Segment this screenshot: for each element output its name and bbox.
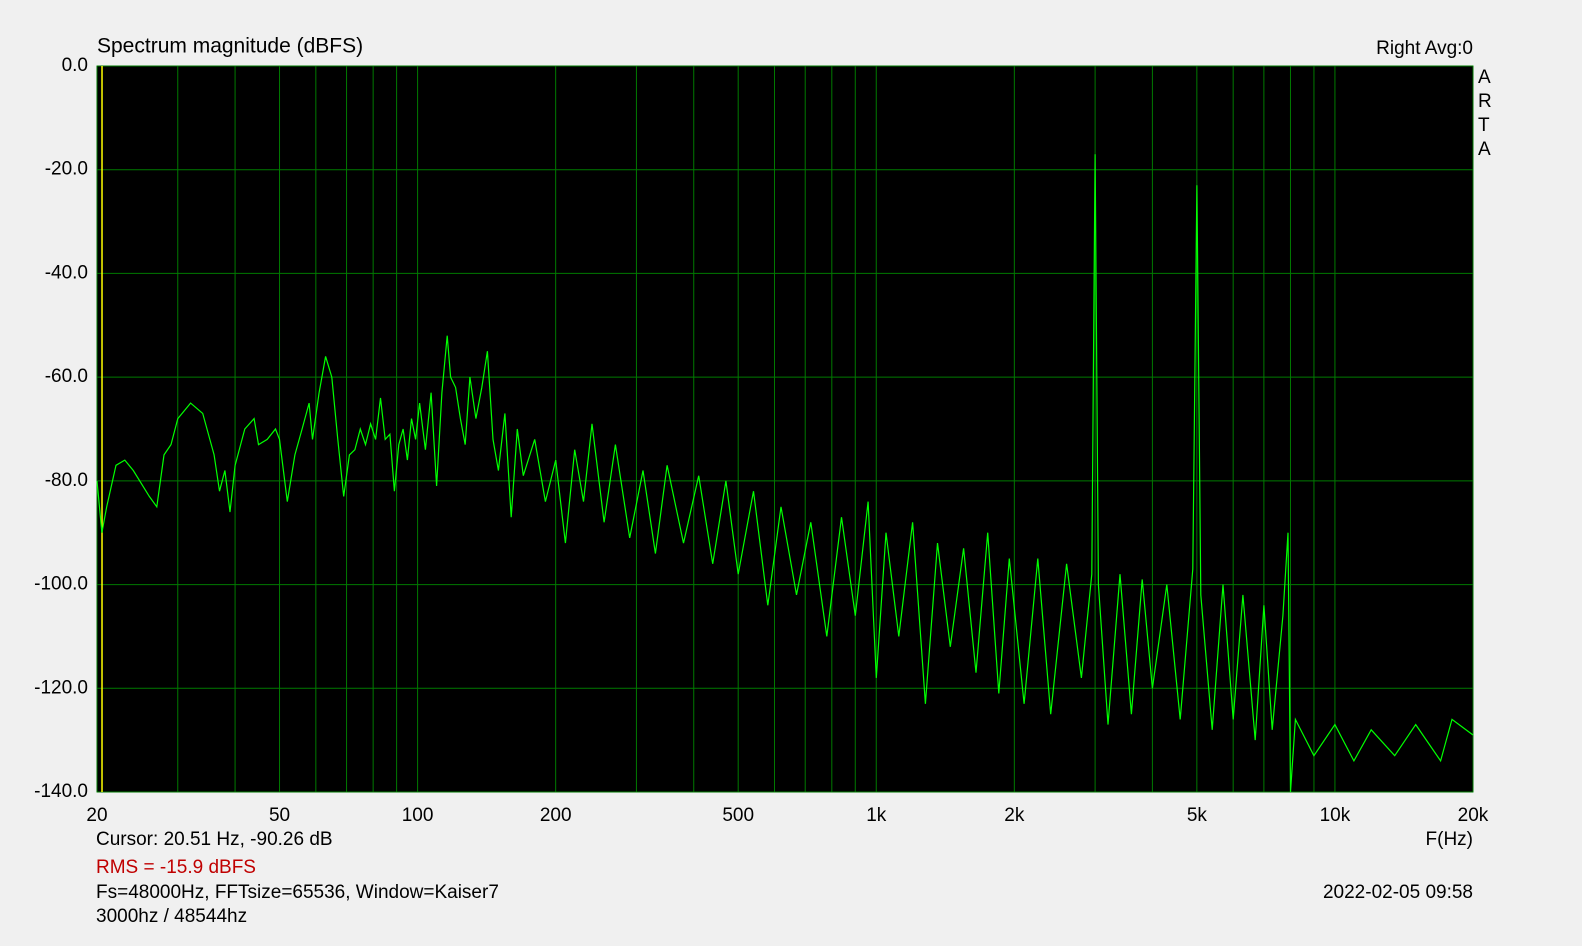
x-axis-label: F(Hz) [1426, 829, 1473, 850]
x-tick-label: 500 [722, 805, 754, 826]
x-tick-label: 20k [1458, 805, 1489, 826]
y-tick-label: -80.0 [45, 470, 88, 491]
x-tick-label: 20 [86, 805, 107, 826]
y-tick-label: -40.0 [45, 262, 88, 283]
brand: ARTA [1478, 67, 1492, 160]
cursor-text: Cursor: 20.51 Hz, -90.26 dB [96, 829, 333, 850]
y-tick-label: -20.0 [45, 159, 88, 180]
x-tick-label: 2k [1004, 805, 1025, 826]
note: 3000hz / 48544hz [96, 906, 247, 927]
timestamp: 2022-02-05 09:58 [1323, 882, 1473, 903]
y-tick-label: -60.0 [45, 366, 88, 387]
y-tick-label: -140.0 [34, 781, 88, 802]
x-tick-label: 10k [1320, 805, 1351, 826]
x-tick-label: 1k [866, 805, 887, 826]
x-tick-label: 200 [540, 805, 572, 826]
spectrum-line [96, 154, 1474, 793]
rms-text: RMS = -15.9 dBFS [96, 857, 256, 878]
x-tick-label: 100 [402, 805, 434, 826]
channel-info: Right Avg:0 [1376, 38, 1473, 59]
x-tick-label: 5k [1187, 805, 1208, 826]
y-tick-label: -120.0 [34, 677, 88, 698]
settings-text: Fs=48000Hz, FFTsize=65536, Window=Kaiser… [96, 882, 499, 903]
x-tick-label: 50 [269, 805, 290, 826]
y-tick-label: -100.0 [34, 574, 88, 595]
plot-area [96, 65, 1474, 793]
chart-title: Spectrum magnitude (dBFS) [97, 35, 363, 58]
y-tick-label: 0.0 [62, 55, 88, 76]
